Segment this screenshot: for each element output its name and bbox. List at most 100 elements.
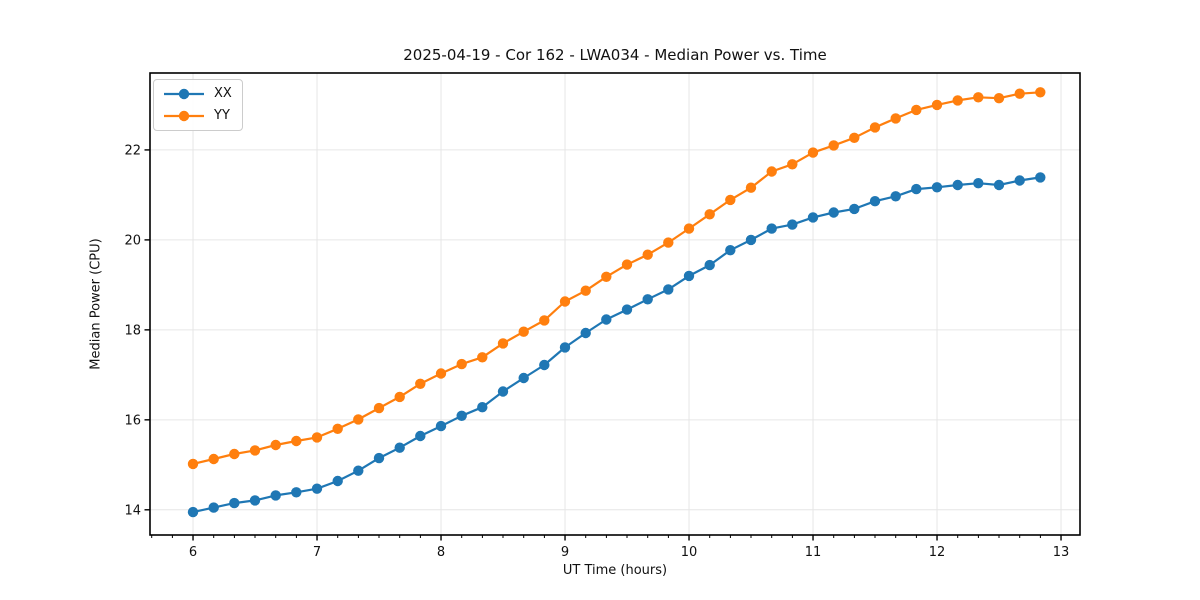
series-xx-marker: [208, 502, 219, 513]
x-axis-ticks: 6 7 8 9 10 11 12 13: [151, 535, 1070, 560]
series-xx-marker: [849, 203, 860, 215]
series-yy-marker: [394, 391, 405, 403]
series-yy-marker: [993, 93, 1005, 104]
x-tick-label: 11: [805, 545, 822, 560]
series-xx-marker: [580, 327, 591, 339]
series-yy-marker: [332, 423, 343, 434]
series-yy-marker: [621, 259, 633, 270]
x-tick-label: 9: [561, 545, 569, 560]
series-xx-marker: [683, 270, 695, 282]
series-xx-marker: [477, 402, 488, 413]
series-xx-marker: [787, 219, 798, 230]
x-tick-label: 12: [929, 545, 946, 560]
series-yy-marker: [249, 445, 261, 456]
series-yy-marker: [559, 296, 571, 307]
series-yy-marker: [683, 223, 695, 234]
series-yy-marker: [291, 435, 302, 447]
series-yy-marker: [1035, 87, 1046, 98]
x-tick-label: 13: [1053, 545, 1070, 560]
series-yy: [187, 87, 1046, 470]
legend-sample-yy-line-icon: [164, 110, 204, 122]
legend-label-yy: YY: [214, 108, 230, 123]
gridlines: [150, 73, 1080, 535]
y-tick-label: 18: [124, 323, 141, 338]
series-yy-marker: [973, 92, 984, 103]
series-xx-marker: [394, 442, 405, 453]
chart-title: 2025-04-19 - Cor 162 - LWA034 - Median P…: [403, 46, 827, 64]
series-yy-marker: [911, 104, 922, 116]
series-yy-marker: [601, 271, 612, 282]
series-yy-marker: [187, 458, 199, 470]
series-yy-marker: [725, 194, 736, 206]
series-yy-marker: [787, 159, 798, 170]
series-yy-marker: [208, 453, 219, 465]
series-xx-marker: [931, 182, 943, 193]
series-yy-marker: [931, 99, 943, 111]
series-yy-marker: [890, 113, 901, 124]
series-xx-marker: [559, 342, 571, 353]
series-xx-marker: [332, 475, 343, 487]
series-xx-marker: [828, 207, 839, 218]
series-yy-marker: [497, 338, 509, 349]
series-xx-marker: [952, 179, 963, 191]
series-xx-marker: [1014, 175, 1025, 186]
y-tick-label: 20: [124, 233, 141, 248]
series-yy-marker: [518, 326, 529, 337]
series-yy-marker: [745, 182, 757, 193]
series-xx-marker: [663, 284, 674, 295]
y-tick-label: 16: [124, 413, 141, 428]
series-yy-marker: [415, 378, 426, 389]
y-tick-label: 14: [124, 503, 141, 518]
series-xx-marker: [311, 483, 323, 494]
legend-label-xx: XX: [214, 86, 232, 101]
series-yy-marker: [642, 249, 653, 260]
series-yy-marker: [435, 368, 447, 379]
plot-border: [149, 72, 1081, 536]
series-yy-marker: [807, 147, 819, 158]
series-yy-marker: [353, 414, 364, 425]
series-yy-marker: [1014, 88, 1025, 99]
series-xx-marker: [642, 294, 653, 305]
series-yy-marker: [663, 237, 674, 248]
y-tick-label: 22: [124, 143, 141, 158]
series-xx-marker: [911, 183, 922, 195]
series-xx-marker: [807, 212, 819, 223]
x-tick-label: 8: [437, 545, 445, 560]
series-xx-marker: [704, 259, 715, 271]
legend-item-yy: YY: [162, 106, 232, 126]
series-xx-marker: [187, 506, 199, 518]
series-xx-marker: [725, 245, 736, 256]
legend-sample-xx-line-icon: [164, 88, 204, 100]
series-xx-marker: [229, 497, 240, 509]
series-xx-marker: [539, 359, 550, 371]
series-yy-line: [191, 91, 1042, 465]
series-yy-marker: [229, 448, 240, 460]
series-xx-marker: [890, 191, 901, 202]
series-yy-marker: [704, 209, 715, 220]
series-xx-marker: [745, 234, 757, 246]
series-xx-marker: [766, 223, 777, 234]
series-xx-marker: [1035, 172, 1046, 183]
series-xx-marker: [415, 430, 426, 442]
series-xx-marker: [435, 420, 447, 432]
series-xx-marker: [497, 386, 509, 397]
x-axis-label: UT Time (hours): [562, 563, 668, 578]
series-xx-marker: [518, 372, 529, 384]
series-xx: [187, 172, 1046, 518]
series-xx-marker: [973, 178, 984, 189]
series-xx-marker: [456, 410, 467, 421]
series-yy-marker: [311, 432, 323, 443]
series-yy-marker: [270, 439, 281, 451]
series-yy-marker: [952, 95, 963, 106]
x-tick-label: 6: [189, 545, 197, 560]
series-yy-marker: [477, 352, 488, 363]
series-yy-marker: [580, 285, 591, 296]
x-tick-label: 7: [313, 545, 321, 560]
series-yy-marker: [373, 402, 385, 414]
series-yy-marker: [849, 132, 860, 143]
series-xx-marker: [373, 452, 385, 464]
series-xx-marker: [291, 487, 302, 498]
y-axis-label: Median Power (CPU): [88, 238, 104, 370]
